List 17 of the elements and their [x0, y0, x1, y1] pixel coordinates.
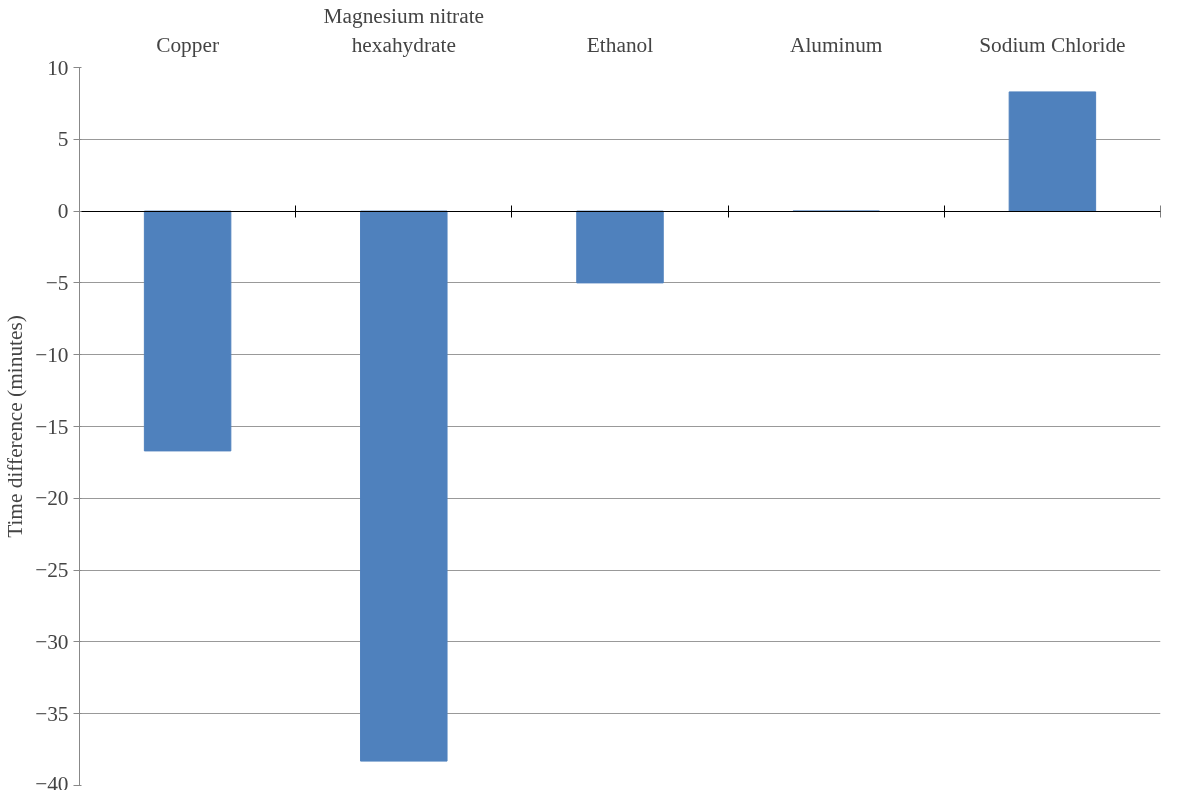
- y-tick-label: −40: [35, 771, 69, 796]
- y-tick-label: −5: [45, 270, 69, 295]
- y-tick-label: 5: [57, 127, 69, 152]
- x-tick-label: Sodium Chloride: [979, 32, 1126, 57]
- y-tick-label: −35: [35, 701, 69, 726]
- x-tick-label: Magnesium nitrate hexahydrate: [323, 3, 485, 57]
- x-tick-label: Ethanol: [586, 32, 654, 57]
- x-tick-label: Copper: [156, 32, 219, 57]
- y-tick-label: −20: [35, 486, 69, 511]
- y-axis-title: Time difference (minutes): [3, 315, 28, 538]
- y-tick-label: −25: [35, 558, 69, 583]
- y-tick-label: 10: [47, 55, 69, 80]
- y-tick-label: 0: [57, 199, 69, 224]
- x-tick-label: Aluminum: [789, 32, 883, 57]
- y-tick-label: −30: [35, 629, 69, 654]
- y-tick-label: −15: [35, 414, 69, 439]
- y-tick-label: −10: [35, 342, 69, 367]
